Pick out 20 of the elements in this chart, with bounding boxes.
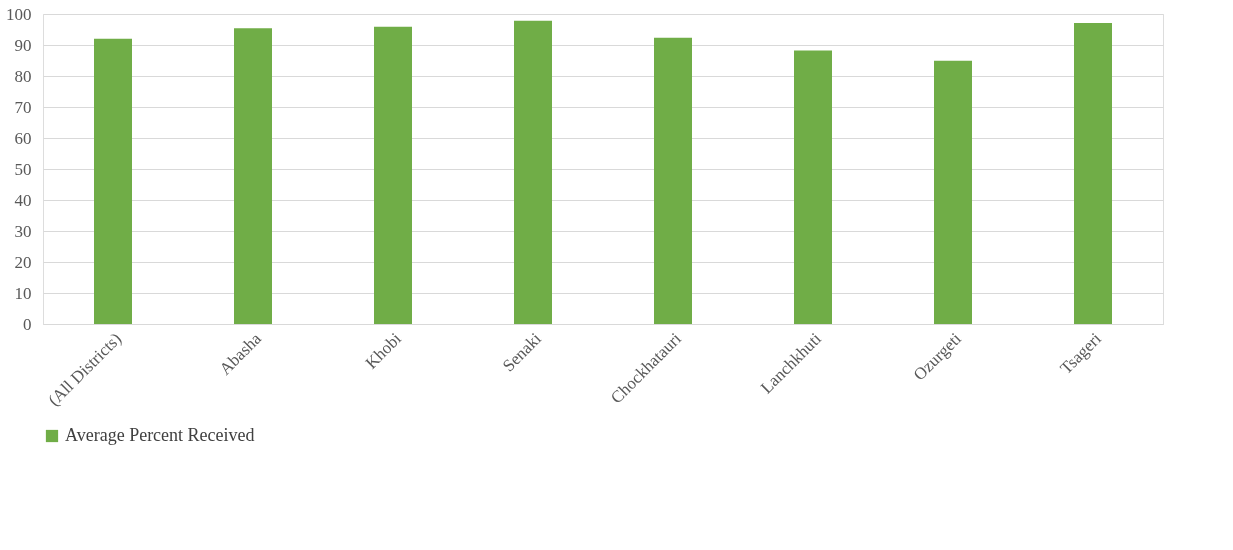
y-tick-label: 40 [14, 190, 32, 210]
bar [514, 20, 552, 324]
bar [94, 38, 132, 324]
y-tick-label: 100 [6, 4, 32, 24]
bar [1074, 22, 1112, 324]
y-tick-label: 10 [14, 283, 32, 303]
y-tick-label: 20 [14, 252, 32, 272]
bar [654, 37, 692, 324]
y-tick-label: 50 [14, 159, 32, 179]
y-tick-label: 0 [23, 314, 32, 334]
y-tick-label: 90 [14, 35, 32, 55]
y-tick-label: 70 [14, 97, 32, 117]
bar [794, 50, 832, 324]
bar [934, 60, 972, 324]
y-tick-label: 60 [14, 128, 32, 148]
bar [374, 26, 412, 324]
legend-label: Average Percent Received [65, 425, 255, 445]
y-tick-label: 80 [14, 66, 32, 86]
y-tick-label: 30 [14, 221, 32, 241]
bar [234, 28, 272, 324]
